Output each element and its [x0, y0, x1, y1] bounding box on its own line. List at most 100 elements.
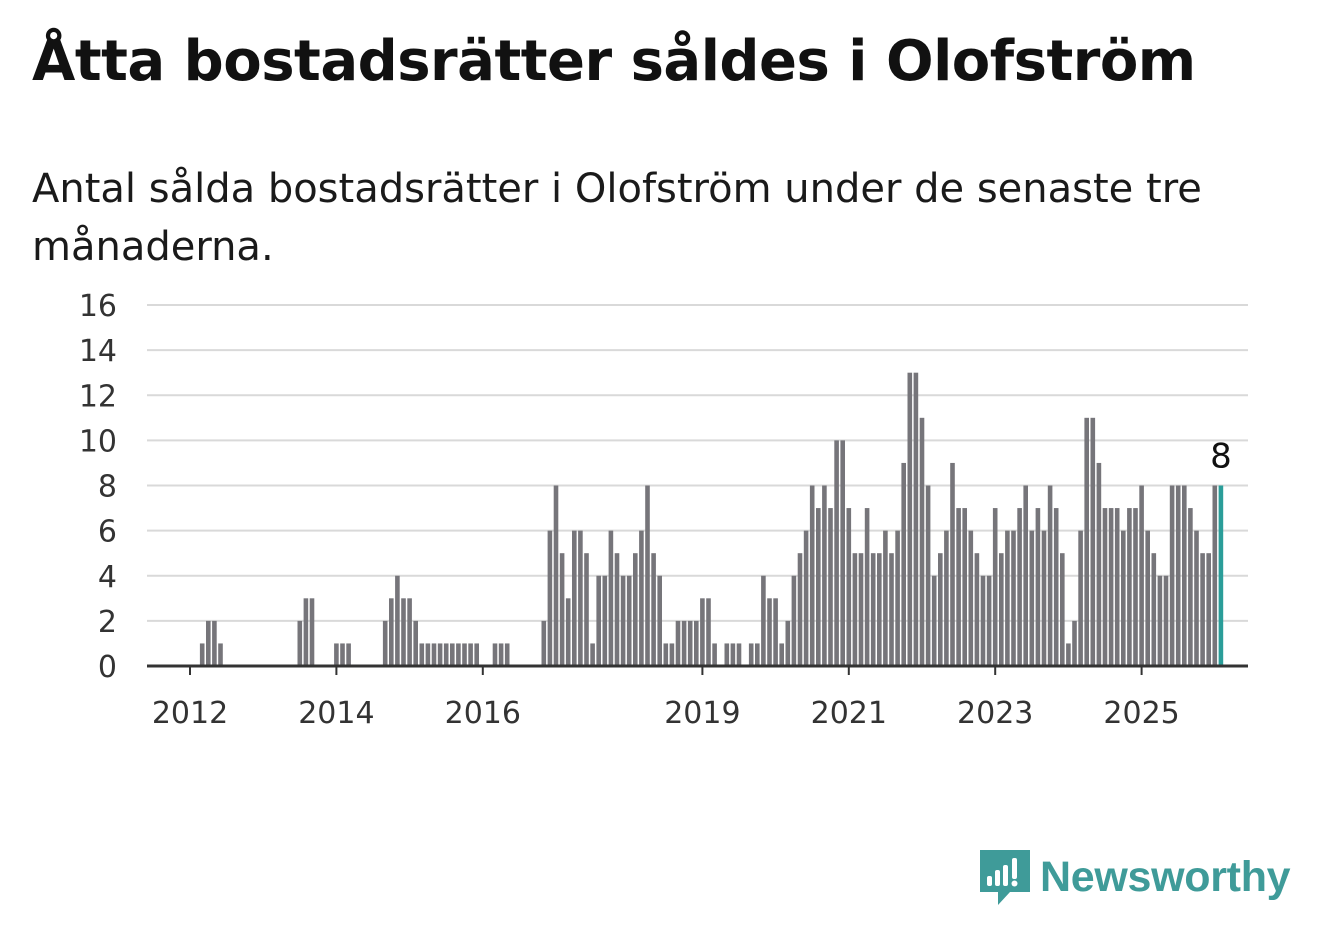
bar [767, 598, 772, 666]
bar [950, 462, 955, 666]
bar [498, 643, 504, 666]
x-tick-label: 2014 [298, 696, 374, 731]
bar [614, 553, 620, 666]
bar [700, 598, 705, 666]
bar [785, 620, 791, 666]
bar [901, 462, 906, 666]
bar [1023, 485, 1028, 666]
bar-highlight [1218, 485, 1224, 666]
y-tick-label: 14 [79, 334, 117, 369]
bar [907, 372, 913, 666]
bar [1133, 508, 1138, 666]
bar [809, 485, 815, 666]
bar [645, 485, 650, 666]
bar [968, 530, 974, 666]
bar [419, 643, 425, 666]
bar [492, 643, 498, 666]
bar [889, 553, 894, 666]
bar [1005, 530, 1010, 666]
bar [212, 620, 217, 666]
bar [663, 643, 669, 666]
bar [1078, 530, 1083, 666]
bar [303, 598, 309, 666]
bar [334, 643, 339, 666]
bar [437, 643, 443, 666]
bar [572, 530, 577, 666]
chart-title: Åtta bostadsrätter såldes i Olofström [32, 29, 1196, 94]
bar [779, 643, 784, 666]
bar [309, 598, 315, 666]
bar [748, 643, 754, 666]
bar [925, 485, 931, 666]
bar [962, 508, 967, 666]
bar [816, 508, 821, 666]
data-labels: 8 [1210, 437, 1232, 477]
bar [1011, 530, 1016, 666]
y-tick-label: 16 [79, 289, 117, 324]
bar [944, 530, 949, 666]
bar [712, 643, 717, 666]
bar [974, 553, 980, 666]
x-tick-label: 2023 [957, 696, 1033, 731]
y-tick-label: 12 [79, 379, 117, 414]
bar [559, 553, 565, 666]
y-tick-label: 2 [98, 605, 117, 640]
bar [1163, 575, 1169, 666]
brand-name: Newsworthy [1040, 852, 1291, 901]
bar [956, 508, 961, 666]
bar [1151, 553, 1157, 666]
bar [706, 598, 711, 666]
bar [864, 508, 870, 666]
bar [1084, 417, 1089, 666]
bar [773, 598, 778, 666]
bar [1096, 462, 1102, 666]
bar [913, 372, 919, 666]
x-tick-label: 2012 [152, 696, 228, 731]
bar [389, 598, 394, 666]
bar [1060, 553, 1065, 666]
bar [999, 553, 1004, 666]
bar [633, 553, 638, 666]
bar [596, 575, 601, 666]
bar [553, 485, 559, 666]
bar [462, 643, 467, 666]
bar [980, 575, 986, 666]
bar [1169, 485, 1175, 666]
bar [1029, 530, 1035, 666]
bar [382, 620, 388, 666]
bar [870, 553, 876, 666]
bar [1108, 508, 1114, 666]
bar [413, 620, 418, 666]
bar [1127, 508, 1132, 666]
bar [797, 553, 803, 666]
bar [846, 508, 852, 666]
y-tick-label: 4 [98, 560, 117, 595]
bar [1200, 553, 1205, 666]
y-tick-label: 6 [98, 515, 117, 550]
bar [938, 553, 943, 666]
bar [681, 620, 687, 666]
brand-logo: Newsworthy [980, 848, 1291, 906]
chart-subtitle: Antal sålda bostadsrätter i Olofström un… [32, 166, 1202, 270]
y-tick-label: 8 [98, 470, 117, 505]
bar [1041, 530, 1047, 666]
y-tick-label: 0 [98, 650, 117, 685]
bar [541, 620, 547, 666]
bar [297, 620, 303, 666]
bar [803, 530, 809, 666]
bar [858, 553, 864, 666]
bar [1206, 553, 1211, 666]
bar [1139, 485, 1144, 666]
y-tick-label: 10 [79, 424, 117, 459]
bar [1066, 643, 1071, 666]
bar [474, 643, 479, 666]
bar [199, 643, 205, 666]
bar [1102, 508, 1108, 666]
bar [1072, 620, 1077, 666]
bar [840, 440, 845, 666]
bar [1182, 485, 1187, 666]
bar [1175, 485, 1181, 666]
y-axis-ticks: 0 2 4 6 8 10 12 14 16 [79, 289, 117, 685]
bar [669, 643, 675, 666]
